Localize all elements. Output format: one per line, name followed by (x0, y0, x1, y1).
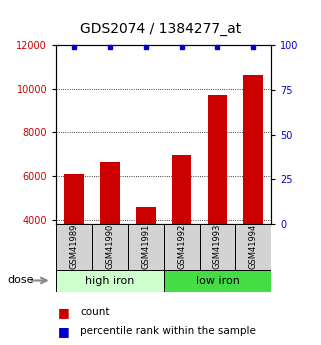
Bar (56, 224, 92, 271)
Bar (64, 174, 84, 224)
Text: GSM41990: GSM41990 (105, 224, 115, 269)
Bar (100, 162, 120, 224)
Bar (136, 207, 156, 224)
Text: GSM41989: GSM41989 (70, 224, 79, 269)
Text: GSM41993: GSM41993 (213, 224, 222, 269)
Text: GSM41992: GSM41992 (177, 224, 186, 269)
Bar (208, 95, 227, 224)
Bar (200, 224, 235, 271)
Bar (92, 224, 128, 271)
Bar (235, 224, 271, 271)
Bar (56, 270, 164, 292)
Text: low iron: low iron (195, 276, 239, 286)
Text: GSM41994: GSM41994 (249, 224, 258, 269)
Text: dose: dose (7, 276, 34, 285)
Bar (164, 224, 200, 271)
Bar (243, 76, 263, 224)
Bar (128, 224, 164, 271)
Bar (172, 155, 192, 224)
Text: ■: ■ (58, 306, 70, 319)
Text: high iron: high iron (85, 276, 134, 286)
Text: count: count (80, 307, 110, 317)
Text: GSM41991: GSM41991 (141, 224, 150, 269)
Text: ■: ■ (58, 325, 70, 338)
Bar (164, 270, 271, 292)
Text: percentile rank within the sample: percentile rank within the sample (80, 326, 256, 336)
Text: GDS2074 / 1384277_at: GDS2074 / 1384277_at (80, 22, 241, 36)
